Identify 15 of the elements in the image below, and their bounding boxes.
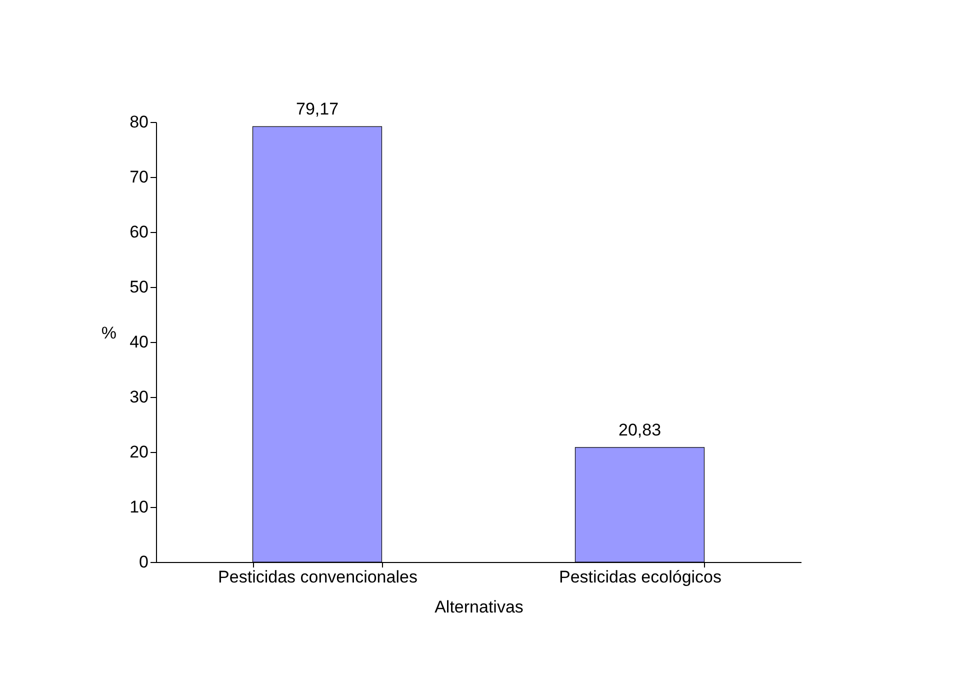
data-label: 79,17 (296, 100, 339, 119)
y-tick-label: 20 (130, 442, 148, 462)
y-tick-label: 70 (130, 168, 148, 186)
y-tick-label: 30 (130, 388, 148, 406)
y-tick-label: 10 (130, 498, 148, 516)
y-axis-title: % (101, 324, 116, 342)
y-tick-label: 60 (130, 222, 148, 242)
y-tick-label: 40 (130, 332, 148, 352)
x-tick-label: Pesticidas ecológicos (558, 568, 722, 586)
y-tick-label: 80 (130, 112, 148, 132)
y-tick-label: 50 (130, 278, 148, 296)
y-tick-label: 0 (139, 552, 148, 572)
data-label: 20,83 (618, 420, 662, 440)
x-axis-title: Alternativas (434, 598, 524, 616)
x-tick-label: Pesticidas convencionales (218, 568, 418, 586)
